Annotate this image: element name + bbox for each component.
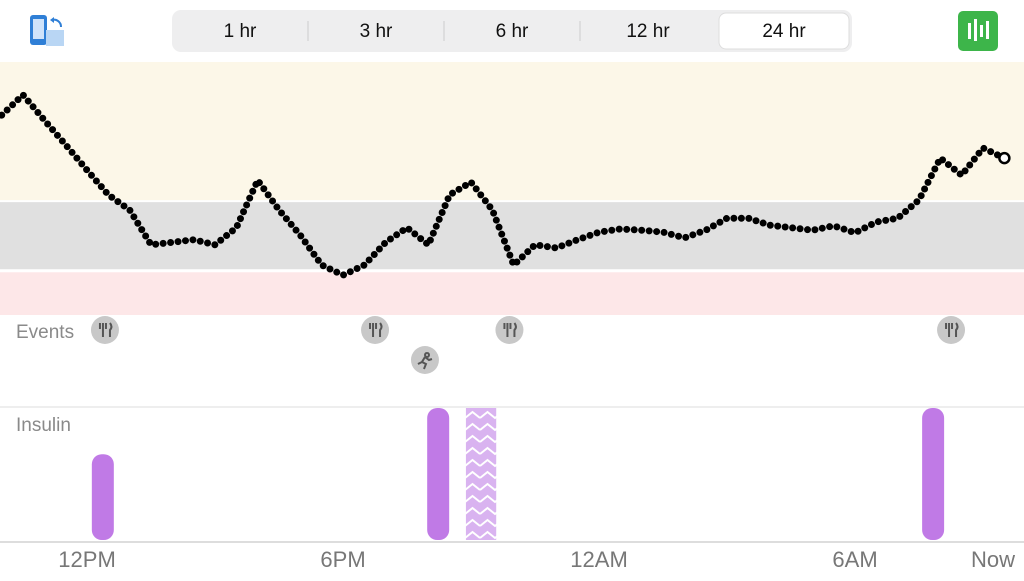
event-icon [90, 316, 119, 344]
insulin-label: Insulin [16, 415, 71, 436]
event-glyph [503, 322, 517, 337]
events-label: Events [16, 322, 74, 343]
event-icon [937, 316, 966, 344]
tab[interactable]: 3 hr [360, 21, 393, 42]
device-icon[interactable] [30, 15, 64, 46]
x-tick-label: Now [971, 547, 1015, 572]
event-glyph [945, 322, 959, 337]
event-icon [361, 316, 390, 344]
high-zone [0, 62, 1024, 202]
tab[interactable]: 1 hr [224, 21, 257, 42]
x-tick-label: 12AM [570, 547, 627, 572]
meal-event [495, 316, 524, 344]
event-glyph [417, 352, 433, 370]
event-glyph [369, 322, 383, 337]
exercise-event [410, 346, 439, 374]
meal-event [361, 316, 390, 344]
segmented-control [172, 10, 852, 52]
event-glyph [98, 322, 113, 337]
tab[interactable]: 12 hr [626, 21, 670, 42]
tab-selected [718, 12, 850, 50]
meal-event [90, 316, 119, 344]
tab[interactable]: 6 hr [496, 21, 529, 42]
x-tick-label: 6PM [320, 547, 365, 572]
low-zone [0, 270, 1024, 315]
extended-bolus [465, 408, 497, 540]
insulin-bar [922, 408, 945, 540]
tab[interactable]: 24 hr [762, 21, 806, 42]
current-reading [998, 151, 1011, 165]
meal-event [937, 316, 966, 344]
x-tick-label: 6AM [832, 547, 877, 572]
event-icon [410, 346, 439, 374]
x-tick-label: 12PM [58, 547, 115, 572]
stats-button[interactable] [958, 11, 998, 51]
insulin-bar [427, 408, 450, 540]
glucose-trace [0, 89, 1008, 280]
event-icon [495, 316, 524, 344]
insulin-bar [91, 454, 114, 540]
